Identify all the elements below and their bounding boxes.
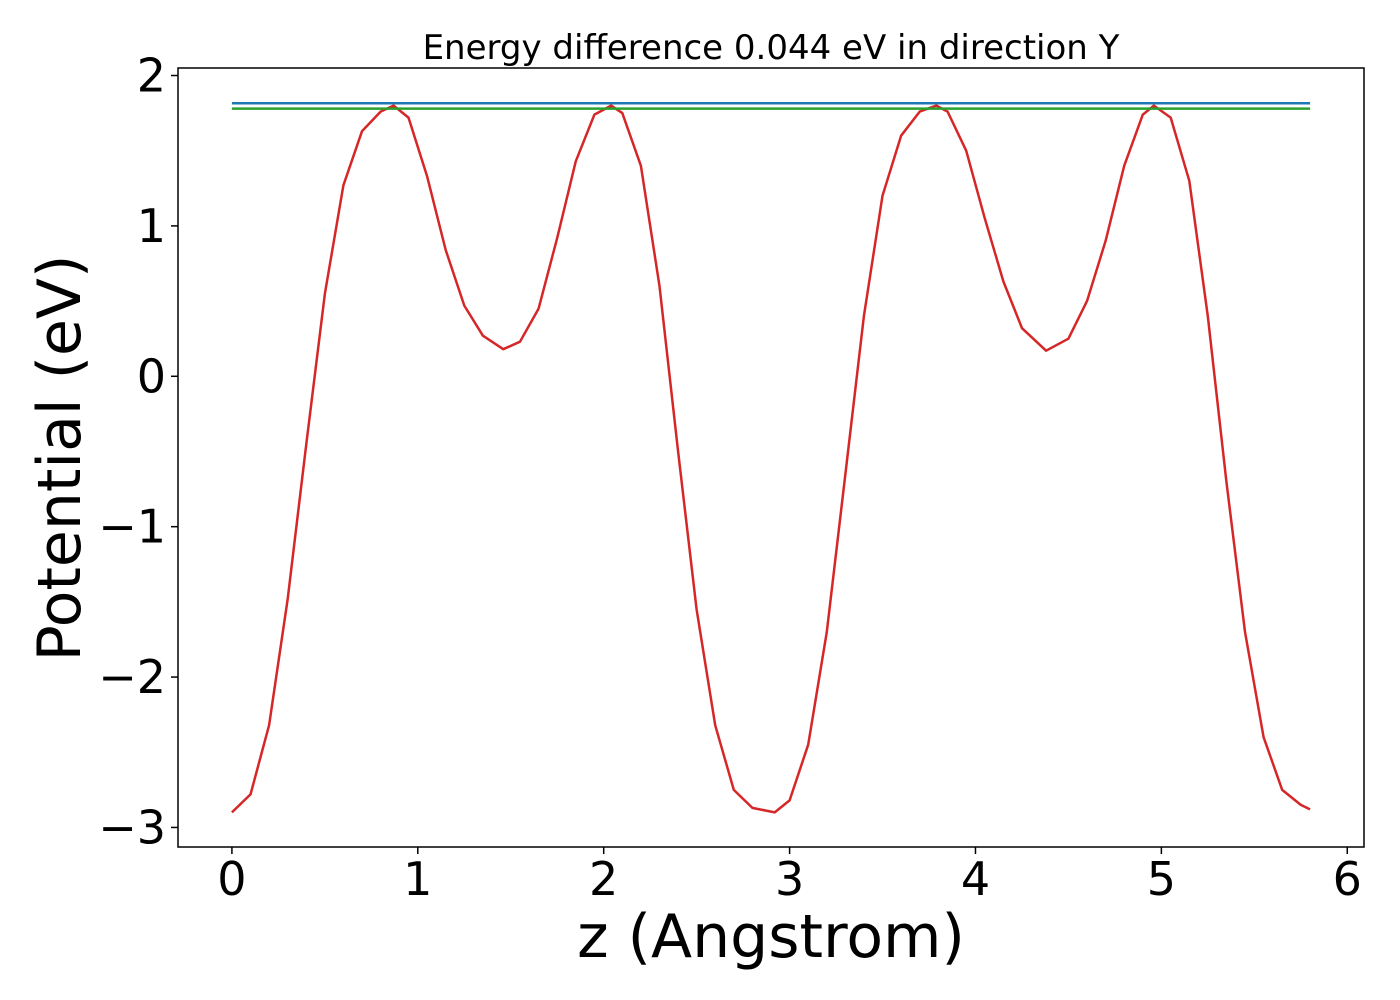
x-tick-label: 4 (961, 852, 990, 906)
y-tick-label: 2 (137, 49, 166, 103)
y-tick-label: 0 (137, 349, 166, 403)
x-tick-label: 1 (403, 852, 432, 906)
x-tick-label: 6 (1333, 852, 1362, 906)
plot-background (178, 68, 1364, 847)
x-tick-label: 3 (775, 852, 804, 906)
x-tick-label: 2 (589, 852, 618, 906)
x-axis-title: z (Angstrom) (577, 902, 965, 972)
y-axis-title: Potential (eV) (25, 255, 95, 662)
y-tick-label: −2 (98, 650, 166, 704)
series-line-0 (231, 104, 1311, 814)
y-axis: −3 −2 −1 0 1 2 (98, 49, 178, 854)
y-tick-label: 1 (137, 199, 166, 253)
y-tick-label: −3 (98, 800, 166, 854)
y-tick-label: −1 (98, 500, 166, 554)
x-tick-label: 0 (217, 852, 246, 906)
x-tick-label: 5 (1147, 852, 1176, 906)
x-axis: 0 1 2 3 4 5 6 (217, 847, 1362, 906)
plot-frame (177, 67, 1365, 848)
chart-title: Energy difference 0.044 eV in direction … (423, 28, 1120, 68)
series-layer (231, 102, 1311, 814)
